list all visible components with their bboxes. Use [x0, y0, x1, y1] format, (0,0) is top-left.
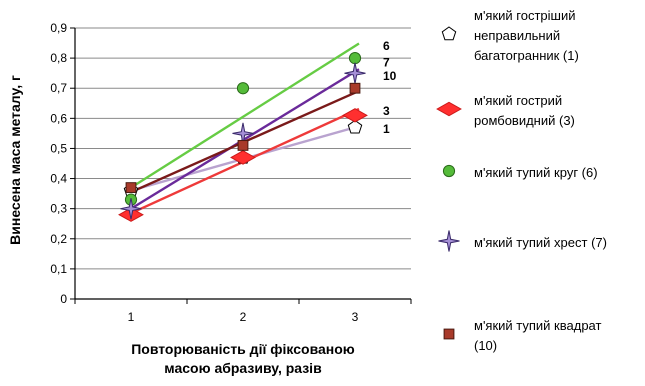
marker-s3	[230, 150, 256, 165]
marker-s10	[349, 82, 361, 94]
legend-marker-s10	[443, 328, 455, 340]
marker-s10	[125, 182, 137, 193]
legend-label-s1: багатогранник (1)	[474, 48, 579, 63]
end-label-s10: 10	[383, 69, 397, 83]
legend-label-s10: (10)	[474, 338, 497, 353]
y-tick-label: 0,5	[50, 141, 67, 155]
legend-marker-s7	[438, 230, 460, 252]
marker-s6	[236, 82, 250, 95]
marker-s6	[348, 52, 362, 65]
legend-label-s1: неправильний	[474, 28, 560, 43]
x-axis-title-line-2: масою абразиву, разів	[164, 360, 322, 376]
legend-label-s3: ромбовидний (3)	[474, 113, 575, 128]
legend-label-s3: м'який гострий	[474, 93, 562, 108]
marker-s7	[120, 198, 142, 220]
x-axis-title-line-1: Повторюваність дії фіксованою	[131, 341, 355, 357]
y-tick-label: 0,4	[50, 172, 67, 186]
y-axis-title: Винесена маса металу, г	[7, 75, 23, 245]
legend: м'який гостріший неправильний багатогранни…	[436, 8, 607, 353]
data-markers	[118, 52, 368, 222]
x-tick-label: 2	[240, 310, 247, 324]
y-tick-label: 0,9	[50, 21, 67, 35]
legend-label-s10: м'який тупий квадрат	[474, 318, 601, 333]
y-tick-label: 0,3	[50, 202, 67, 216]
trend-line-s6	[126, 42, 360, 192]
legend-label-s1: м'який гостріший	[474, 8, 576, 23]
y-tick-label: 0,1	[50, 262, 67, 276]
y-tick-label: 0,2	[50, 232, 67, 246]
marker-s10	[237, 140, 249, 151]
legend-label-s6: м'який тупий круг (6)	[474, 165, 598, 180]
y-tick-label: 0,6	[50, 111, 67, 125]
marker-s1	[347, 119, 363, 134]
marker-s3	[342, 108, 368, 123]
y-tick-label: 0,7	[50, 81, 67, 95]
end-label-s7: 7	[383, 56, 390, 70]
legend-marker-s3	[436, 101, 462, 117]
end-label-s3: 3	[383, 104, 390, 118]
y-tick-label: 0	[60, 292, 67, 306]
x-tick-label: 3	[352, 310, 359, 324]
axes: 0 0,1 0,2 0,3 0,4 0,5 0,6 0,7 0,8 0,9 1 2 3	[50, 21, 412, 324]
legend-label-s7: м'який тупий хрест (7)	[474, 235, 607, 250]
y-tick-label: 0,8	[50, 51, 67, 65]
end-labels: 1 3 6 710	[383, 39, 397, 136]
end-label-s1: 1	[383, 122, 390, 136]
end-label-s6: 6	[383, 39, 390, 53]
legend-marker-s1	[441, 26, 457, 41]
x-tick-label: 1	[128, 310, 135, 324]
legend-marker-s6	[442, 164, 456, 178]
